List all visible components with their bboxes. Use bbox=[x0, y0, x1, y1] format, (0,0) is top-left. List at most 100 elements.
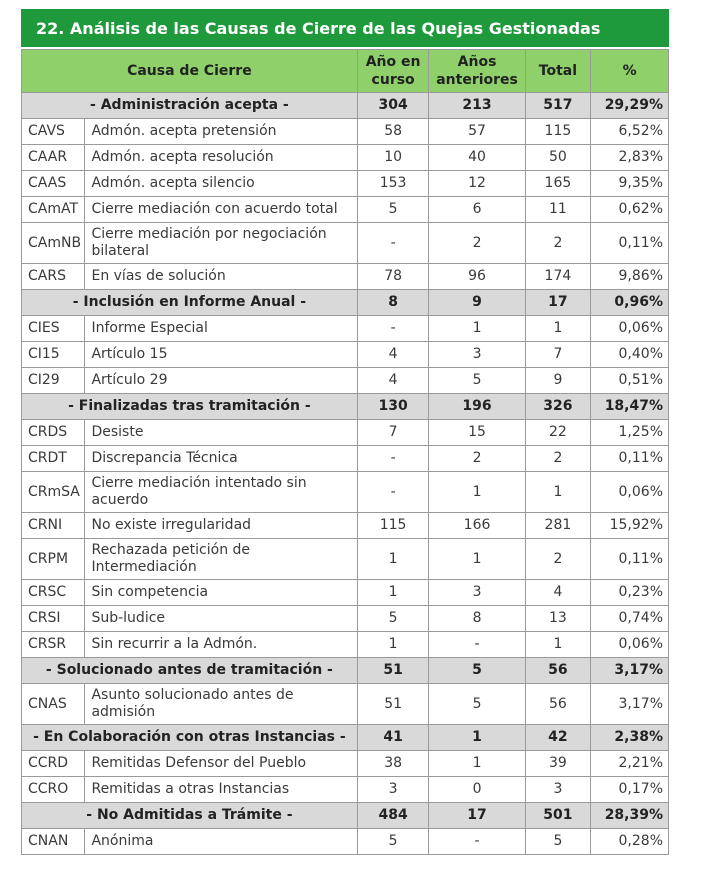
total-value: 7 bbox=[524, 341, 592, 368]
current-year-value: - bbox=[356, 445, 430, 472]
group-row: - Finalizadas tras tramitación -130 196 32… bbox=[21, 393, 669, 420]
cause-description: Cierre mediación intentado sin acuerdo bbox=[84, 471, 358, 513]
table-row: CRNI No existe irregularidad 115 166 281 15,9… bbox=[20, 512, 669, 539]
pct-value: 9,86% bbox=[590, 263, 669, 290]
previous-years-value: 1 bbox=[428, 750, 526, 777]
cause-code: CAVS bbox=[20, 118, 86, 145]
total-value: 56 bbox=[524, 683, 592, 725]
total-value: 2 bbox=[524, 445, 592, 472]
header-total: Total bbox=[524, 49, 592, 93]
group-current-year: 41 bbox=[356, 724, 430, 751]
cause-code: CAmAT bbox=[20, 196, 86, 223]
pct-value: 1,25% bbox=[590, 419, 669, 446]
group-row: - Administración acepta -304 213 517 29,29% bbox=[21, 92, 669, 119]
group-name: - Inclusión en Informe Anual - bbox=[21, 289, 358, 316]
cause-code: CRDS bbox=[20, 419, 86, 446]
current-year-value: 1 bbox=[356, 631, 430, 658]
group-current-year: 51 bbox=[356, 657, 430, 684]
group-total: 17 bbox=[524, 289, 592, 316]
cause-description: Asunto solucionado antes de admisión bbox=[84, 683, 358, 725]
current-year-value: - bbox=[356, 222, 430, 264]
previous-years-value: 96 bbox=[428, 263, 526, 290]
group-previous-years: 9 bbox=[428, 289, 526, 316]
cause-description: Discrepancia Técnica bbox=[84, 445, 358, 472]
pct-value: 0,40% bbox=[590, 341, 669, 368]
cause-code: CCRO bbox=[20, 776, 86, 803]
total-value: 9 bbox=[524, 367, 592, 394]
header-previous-years: Años anteriores bbox=[428, 49, 526, 93]
current-year-value: 51 bbox=[356, 683, 430, 725]
cause-code: CNAN bbox=[20, 828, 86, 855]
current-year-value: 3 bbox=[356, 776, 430, 803]
cause-code: CRNI bbox=[20, 512, 86, 539]
previous-years-value: 3 bbox=[428, 579, 526, 606]
previous-years-value: 57 bbox=[428, 118, 526, 145]
group-pct: 2,38% bbox=[590, 724, 669, 751]
cause-description: Sin recurrir a la Admón. bbox=[84, 631, 358, 658]
current-year-value: 7 bbox=[356, 419, 430, 446]
pct-value: 9,35% bbox=[590, 170, 669, 197]
table-title: 22. Análisis de las Causas de Cierre de … bbox=[21, 9, 669, 47]
group-current-year: 130 bbox=[356, 393, 430, 420]
pct-value: 0,06% bbox=[590, 315, 669, 342]
current-year-value: 78 bbox=[356, 263, 430, 290]
group-name: - Administración acepta - bbox=[21, 92, 358, 119]
pct-value: 0,11% bbox=[590, 222, 669, 264]
group-name: - En Colaboración con otras Instancias - bbox=[21, 724, 358, 751]
cause-description: Rechazada petición de Intermediación bbox=[84, 538, 358, 580]
current-year-value: 4 bbox=[356, 367, 430, 394]
cause-description: En vías de solución bbox=[84, 263, 358, 290]
current-year-value: 58 bbox=[356, 118, 430, 145]
current-year-value: 1 bbox=[356, 538, 430, 580]
cause-description: Artículo 29 bbox=[84, 367, 358, 394]
table-row: CRSI Sub-ludice 5 8 13 0,74% bbox=[20, 605, 669, 632]
report-section: 22. Análisis de las Causas de Cierre de … bbox=[20, 9, 669, 855]
table-row: CRmSA Cierre mediación intentado sin acue… bbox=[20, 471, 669, 513]
total-value: 3 bbox=[524, 776, 592, 803]
table-header: Causa de Cierre Año en curso Años anteri… bbox=[21, 49, 669, 93]
table-row: CRSC Sin competencia 1 3 4 0,23% bbox=[20, 579, 669, 606]
cause-code: CI29 bbox=[20, 367, 86, 394]
previous-years-value: 8 bbox=[428, 605, 526, 632]
table-row: CCRD Remitidas Defensor del Pueblo 38 1 39 2,… bbox=[20, 750, 669, 777]
group-name: - Solucionado antes de tramitación - bbox=[21, 657, 358, 684]
table-row: CRDT Discrepancia Técnica -2 2 0,11% bbox=[20, 445, 669, 472]
pct-value: 0,51% bbox=[590, 367, 669, 394]
table-row: CRPM Rechazada petición de Intermediación… bbox=[20, 538, 669, 580]
cause-code: CNAS bbox=[20, 683, 86, 725]
group-name: - No Admitidas a Trámite - bbox=[21, 802, 358, 829]
cause-code: CRSI bbox=[20, 605, 86, 632]
total-value: 1 bbox=[524, 631, 592, 658]
group-previous-years: 17 bbox=[428, 802, 526, 829]
cause-description: No existe irregularidad bbox=[84, 512, 358, 539]
total-value: 1 bbox=[524, 471, 592, 513]
table-row: CNAS Asunto solucionado antes de admisión… bbox=[20, 683, 669, 725]
group-current-year: 304 bbox=[356, 92, 430, 119]
total-value: 2 bbox=[524, 222, 592, 264]
current-year-value: - bbox=[356, 315, 430, 342]
previous-years-value: 1 bbox=[428, 538, 526, 580]
cause-code: CRPM bbox=[20, 538, 86, 580]
total-value: 115 bbox=[524, 118, 592, 145]
current-year-value: 10 bbox=[356, 144, 430, 171]
group-current-year: 8 bbox=[356, 289, 430, 316]
cause-description: Admón. acepta resolución bbox=[84, 144, 358, 171]
total-value: 5 bbox=[524, 828, 592, 855]
group-pct: 3,17% bbox=[590, 657, 669, 684]
table-row: CAAS Admón. acepta silencio 153 12 165 9,35% bbox=[20, 170, 669, 197]
group-name: - Finalizadas tras tramitación - bbox=[21, 393, 358, 420]
cause-code: CRmSA bbox=[20, 471, 86, 513]
cause-description: Sub-ludice bbox=[84, 605, 358, 632]
cause-description: Informe Especial bbox=[84, 315, 358, 342]
previous-years-value: 3 bbox=[428, 341, 526, 368]
previous-years-value: 166 bbox=[428, 512, 526, 539]
pct-value: 15,92% bbox=[590, 512, 669, 539]
current-year-value: 5 bbox=[356, 196, 430, 223]
table-row: CAmNB Cierre mediación por negociación bi… bbox=[20, 222, 669, 264]
cause-description: Remitidas a otras Instancias bbox=[84, 776, 358, 803]
table-row: CRSR Sin recurrir a la Admón. 1-1 0,06% bbox=[20, 631, 669, 658]
table-row: CAVS Admón. acepta pretensión 58 57 115 6,52% bbox=[20, 118, 669, 145]
header-pct: % bbox=[590, 49, 669, 93]
cause-description: Cierre mediación por negociación bilater… bbox=[84, 222, 358, 264]
cause-description: Sin competencia bbox=[84, 579, 358, 606]
